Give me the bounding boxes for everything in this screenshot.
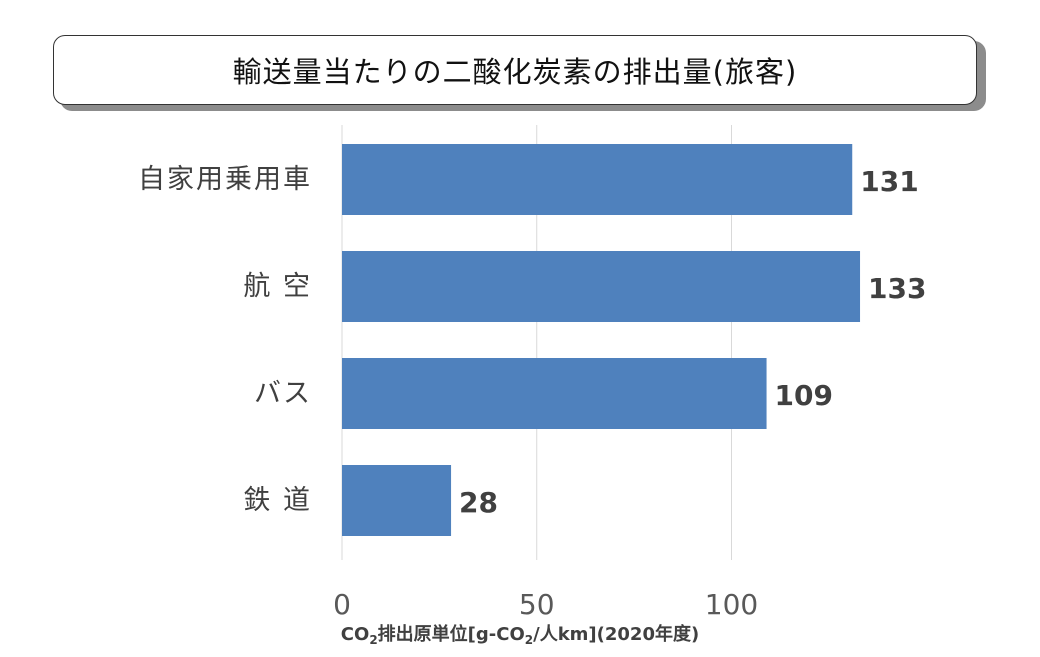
bar: [342, 465, 452, 536]
x-tick-label: 100: [705, 588, 758, 621]
data-label: 28: [459, 486, 498, 519]
bar: [342, 251, 861, 322]
category-label: 自家用乗用車: [138, 164, 312, 195]
bars: [342, 144, 861, 536]
tick-labels: 0 50 100: [333, 588, 758, 621]
x-tick-label: 0: [333, 588, 351, 621]
title-box: 輸送量当たりの二酸化炭素の排出量(旅客): [53, 35, 977, 105]
bar: [342, 144, 853, 215]
x-tick-label: 50: [519, 588, 555, 621]
data-label: 131: [860, 165, 918, 198]
category-label: 航 空: [243, 271, 312, 302]
data-label: 109: [775, 379, 833, 412]
category-label: バス: [254, 378, 312, 409]
data-label: 133: [868, 272, 926, 305]
x-axis-title: CO2排出原単位[g-CO2/人km](2020年度): [340, 624, 700, 647]
value-labels: 131 133 109 28: [459, 165, 926, 519]
category-label: 鉄 道: [243, 485, 312, 516]
chart-title: 輸送量当たりの二酸化炭素の排出量(旅客): [232, 55, 798, 89]
bar: [342, 358, 767, 429]
